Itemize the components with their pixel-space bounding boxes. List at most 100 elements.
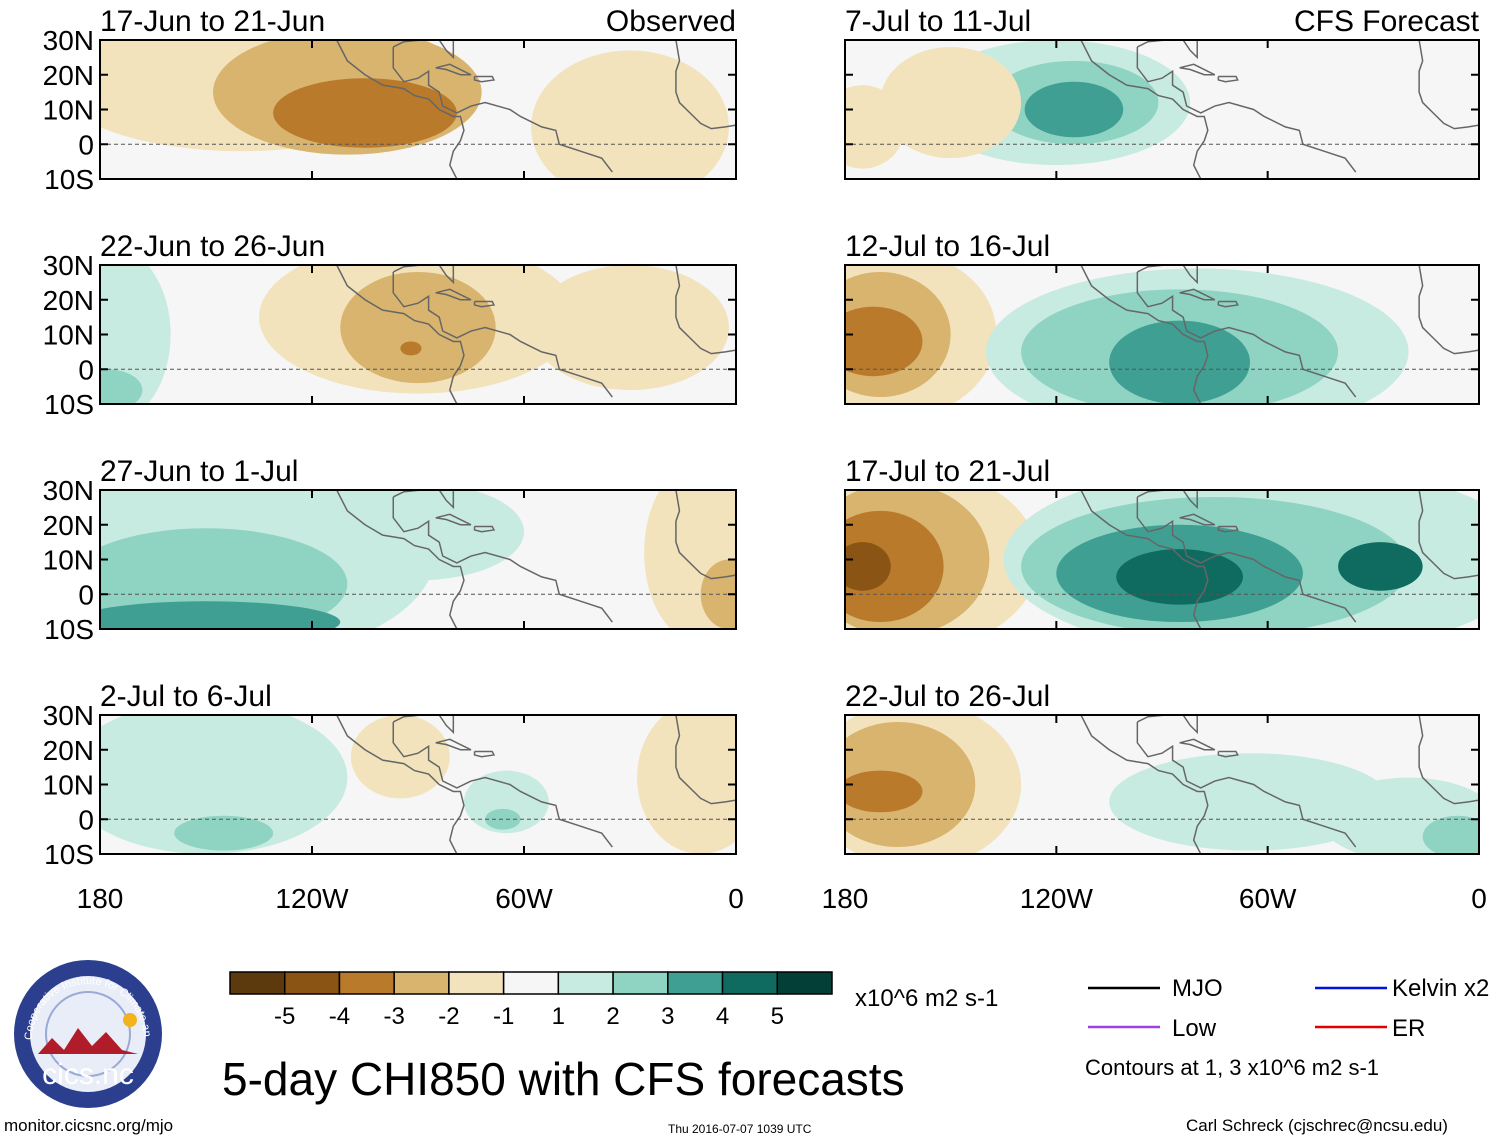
coastline [392,271,613,398]
coastline [675,40,736,130]
anomaly-blob [400,341,422,356]
footer-author: Carl Schreck (cjschrec@ncsu.edu) [1186,1116,1448,1135]
coastline [1137,490,1198,510]
colorbar-level-label: 4 [716,1003,729,1030]
colorbar-level-label: -1 [493,1003,514,1030]
colorbar-swatch [229,971,286,995]
lat-tick-label: 20N [43,285,94,316]
lat-tick-label: 0 [78,129,94,160]
panel-period-label: 12-Jul to 16-Jul [845,230,1050,263]
coastline [1079,490,1209,629]
anomaly-field [100,490,736,629]
page-title: 5-day CHI850 with CFS forecasts [222,1053,905,1105]
lat-tick-label: 10N [43,545,94,576]
coastline [392,721,613,848]
coastline [335,40,465,179]
cics-logo: Cooperative Institute for Climate and Sa… [8,949,164,1110]
coastline [1137,715,1198,735]
coastlines [335,490,736,629]
coastline [1137,265,1198,285]
coastline [335,490,465,629]
lat-tick-label: 0 [78,579,94,610]
anomaly-blob [174,815,274,851]
anomaly-blob [845,542,891,591]
coastline [1217,75,1239,83]
coastline [473,750,496,758]
coastline [1179,738,1216,751]
coastline [473,525,496,533]
colorbar-level-label: -3 [384,1003,405,1030]
lat-tick-label: 0 [78,804,94,835]
anomaly-blob [340,271,496,384]
lat-tick-label: 10S [44,164,94,195]
colorbar-swatch [338,971,395,995]
lat-tick-label: 20N [43,510,94,541]
anomaly-blob [1338,542,1423,591]
footer-timestamp: Thu 2016-07-07 1039 UTC [668,1122,812,1136]
coastline [392,46,613,173]
colorbar-swatch [393,971,450,995]
colorbar-swatch [776,971,833,995]
coastline [392,265,455,285]
colorbar-level-label: -2 [438,1003,459,1030]
anomaly-blob [312,490,524,581]
coastline [1079,40,1209,179]
anomaly-blob [880,46,1022,159]
coastline [435,288,472,301]
footer-url[interactable]: monitor.cicsnc.org/mjo [4,1116,174,1135]
anomaly-blob [1422,815,1479,854]
colorbar-level-label: 2 [606,1003,619,1030]
coastline [1079,715,1209,854]
lat-tick-label: 30N [43,250,94,281]
lat-tick-label: 20N [43,735,94,766]
anomaly-blob [1109,753,1391,851]
coastline [392,715,455,735]
map-panel-5: 7-Jul to 11-Jul CFS Forecast [844,5,1480,180]
anomaly-blob [273,78,457,148]
lon-tick-label: 60W [495,883,553,914]
coastline [675,265,736,355]
panel-source-tag: CFS Forecast [1294,5,1480,38]
coastline [1179,513,1216,526]
lat-tick-label: 0 [78,354,94,385]
lat-tick-label: 20N [43,60,94,91]
coastline [1179,63,1216,76]
lat-tick-label: 30N [43,25,94,56]
coastline [1418,715,1479,805]
coastline [392,496,613,623]
anomaly-blob [531,50,729,179]
legend-mjo-label: MJO [1172,975,1223,1002]
coastline [473,75,496,83]
coastline [1137,40,1198,60]
panel-period-label: 7-Jul to 11-Jul [845,5,1031,38]
anomaly-blob [463,770,549,834]
anomaly-blob [100,601,341,629]
colorbar-swatch [721,971,779,995]
map-panel-6: 12-Jul to 16-Jul [844,230,1480,405]
colorbar-level-label: -4 [329,1003,350,1030]
colorbar-level-label: 1 [552,1003,565,1030]
lat-tick-label: 30N [43,700,94,731]
coastline [335,715,465,854]
contour-legend [1088,986,1387,1029]
lon-tick-label: 60W [1239,883,1297,914]
colorbar-level-label: 3 [661,1003,674,1030]
lat-tick-label: 10N [43,770,94,801]
coastline [473,300,496,308]
lon-tick-label: 180 [822,883,869,914]
coastline [1217,300,1239,308]
coastline [1418,40,1479,130]
panel-period-label: 22-Jul to 26-Jul [845,680,1050,713]
colorbar-swatch [502,971,560,995]
legend-low-label: Low [1172,1015,1217,1042]
coastline [435,513,472,526]
anomaly-blob [845,770,923,813]
lat-tick-label: 10S [44,389,94,420]
logo-text: cics.nc [42,1058,134,1091]
colorbar: -5 -4 -3 -2 -1 1 2 3 4 5 [229,971,833,1030]
anomaly-blob [350,715,450,799]
coastline [435,738,472,751]
